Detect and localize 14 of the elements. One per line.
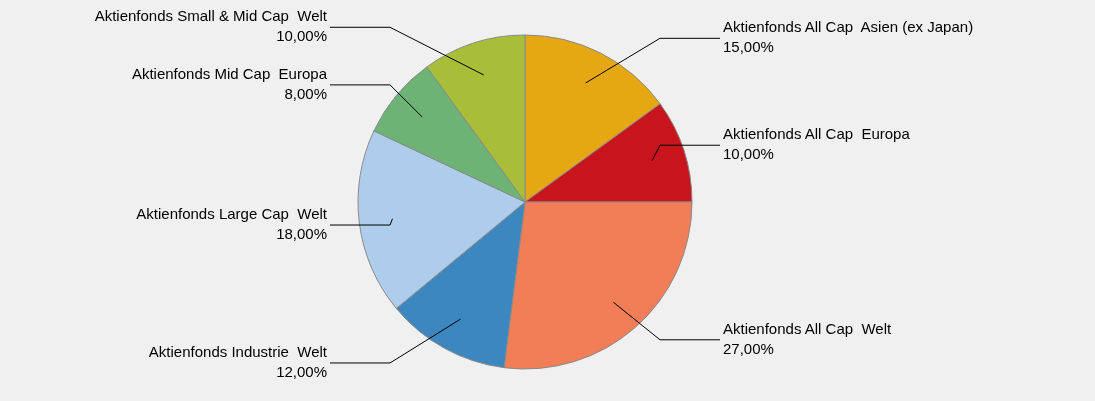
data-label: 12,00% [276, 362, 327, 380]
data-label: 8,00% [284, 84, 327, 102]
slice-label: Aktienfonds Large Cap Welt [136, 205, 328, 223]
data-label: 10,00% [723, 145, 774, 163]
slice-label: Aktienfonds Mid Cap Europa [131, 64, 328, 82]
data-label: 10,00% [276, 27, 327, 45]
slice-label: Aktienfonds Industrie Welt [148, 342, 328, 360]
slice-label: Aktienfonds Small & Mid Cap Welt [94, 7, 328, 25]
data-label: 27,00% [723, 339, 774, 357]
data-label: 18,00% [276, 225, 327, 243]
data-label: 15,00% [723, 38, 774, 56]
slice-label: Aktienfonds All Cap Asien (ex Japan) [723, 18, 974, 36]
slice-label: Aktienfonds All Cap Europa [723, 125, 911, 143]
slice-label: Aktienfonds All Cap Welt [723, 319, 892, 337]
